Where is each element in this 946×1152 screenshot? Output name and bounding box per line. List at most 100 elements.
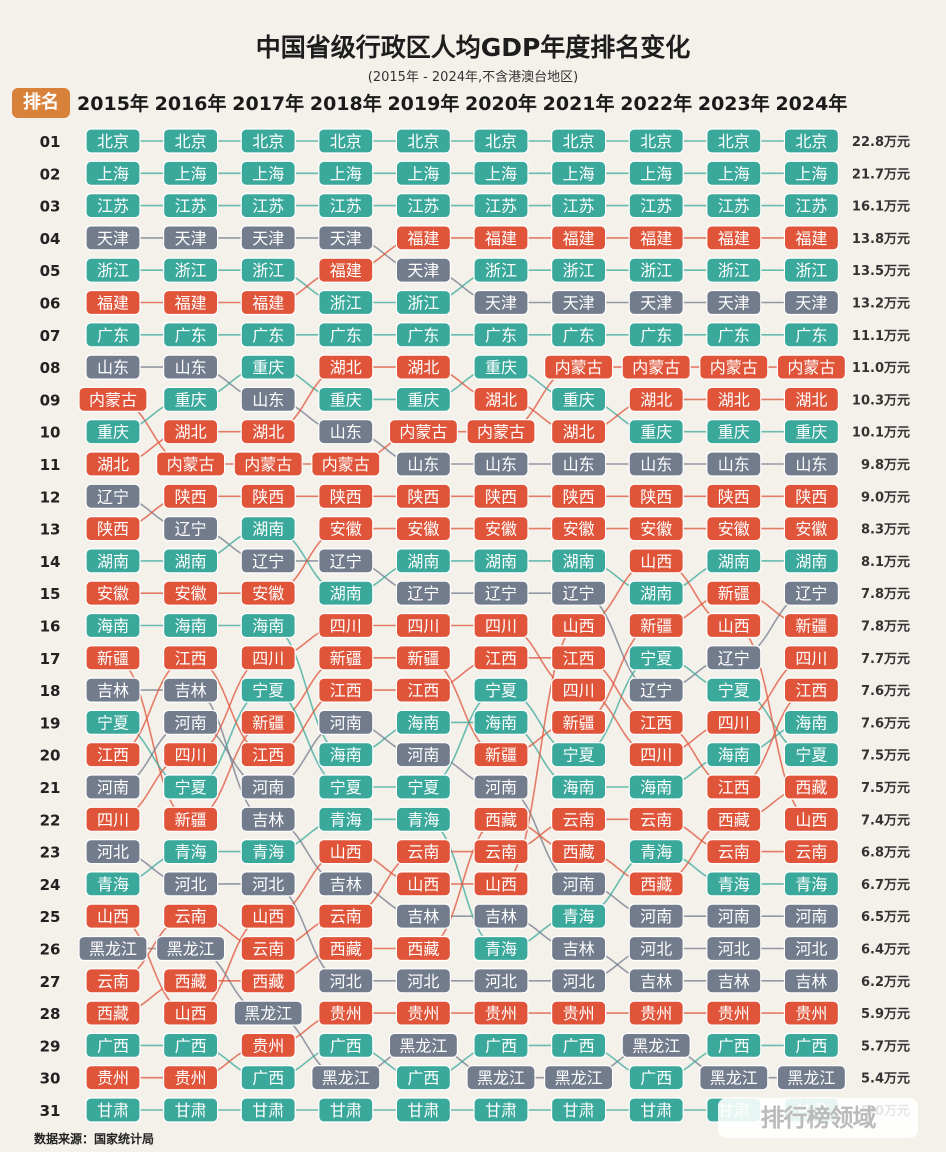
province-node-label: 河北 xyxy=(563,972,595,991)
province-node-box xyxy=(783,580,840,606)
province-node-box xyxy=(466,1065,536,1091)
province-node-label: 浙江 xyxy=(330,294,362,313)
province-node: 广西 xyxy=(395,1065,451,1091)
province-node-box xyxy=(240,806,296,832)
province-node-label: 北京 xyxy=(640,132,672,151)
province-node: 广东 xyxy=(628,322,684,348)
province-node: 新疆 xyxy=(550,709,607,736)
province-node: 广西 xyxy=(163,1032,219,1059)
province-node: 吉林 xyxy=(473,903,529,929)
province-node: 内蒙古 xyxy=(156,451,226,477)
province-node: 山东 xyxy=(240,386,296,412)
province-node: 广东 xyxy=(783,322,840,348)
province-node-box xyxy=(240,871,296,897)
province-node-box xyxy=(550,160,607,186)
province-node-label: 广东 xyxy=(563,326,595,345)
province-line xyxy=(113,527,812,594)
province-node: 河南 xyxy=(628,903,684,929)
province-node-box xyxy=(395,968,451,994)
province-node: 湖北 xyxy=(628,386,684,412)
province-node: 内蒙古 xyxy=(543,354,614,380)
province-node: 江西 xyxy=(395,677,451,703)
province-node-box xyxy=(318,289,374,316)
province-node-label: 西藏 xyxy=(640,875,672,894)
province-node-box xyxy=(628,1000,684,1026)
province-node-box xyxy=(85,322,141,348)
province-node-box xyxy=(783,774,840,800)
province-node-box xyxy=(628,419,684,445)
province-node-box xyxy=(395,935,451,962)
province-node: 广西 xyxy=(318,1032,374,1059)
province-node-label: 安徽 xyxy=(97,584,129,603)
province-node-box xyxy=(85,871,141,897)
province-node-label: 江苏 xyxy=(640,197,672,216)
province-node: 上海 xyxy=(628,160,684,186)
province-node-label: 河南 xyxy=(563,875,595,894)
province-node-label: 贵州 xyxy=(252,1036,284,1055)
province-node-box xyxy=(240,386,296,412)
province-node: 江苏 xyxy=(85,193,141,219)
province-node-box xyxy=(473,645,529,671)
province-node-box xyxy=(706,386,762,412)
province-node-box xyxy=(699,1065,769,1091)
province-node-box xyxy=(550,774,607,800)
year-label: 2017年 xyxy=(232,92,304,115)
province-node-box xyxy=(240,1065,296,1091)
rank-number: 23 xyxy=(40,844,61,862)
province-node-label: 湖南 xyxy=(640,584,672,603)
province-node-label: 海南 xyxy=(330,746,362,765)
province-node-label: 内蒙古 xyxy=(89,390,137,409)
province-node-label: 河北 xyxy=(795,940,827,959)
province-node-box xyxy=(550,645,607,671)
province-node-box xyxy=(550,451,607,477)
province-node: 北京 xyxy=(706,128,762,154)
province-node-label: 河北 xyxy=(407,972,439,991)
province-node: 天津 xyxy=(240,225,296,251)
province-node: 广西 xyxy=(240,1065,296,1091)
province-node-box xyxy=(706,645,762,671)
province-node: 湖南 xyxy=(473,548,529,574)
province-node: 山西 xyxy=(395,871,451,897)
province-node-box xyxy=(550,580,607,606)
province-node-label: 山西 xyxy=(485,875,517,894)
province-node: 青海 xyxy=(240,838,296,865)
province-node: 山西 xyxy=(240,903,296,929)
province-node: 上海 xyxy=(783,160,840,186)
province-node-label: 重庆 xyxy=(175,390,207,409)
province-node: 甘肃 xyxy=(318,1097,374,1123)
province-node-box xyxy=(163,128,219,154)
province-node-box xyxy=(550,838,607,865)
province-node-label: 安徽 xyxy=(485,520,517,539)
province-node: 北京 xyxy=(628,128,684,154)
province-node-box xyxy=(240,742,296,768)
province-node: 江苏 xyxy=(395,193,451,219)
province-node: 内蒙古 xyxy=(466,419,536,445)
province-node: 宁夏 xyxy=(783,742,840,768)
province-node-label: 天津 xyxy=(563,294,595,313)
province-node-box xyxy=(233,1000,303,1026)
province-node: 山东 xyxy=(706,451,762,477)
province-node-box xyxy=(621,354,691,380)
province-node: 河南 xyxy=(318,709,374,736)
province-node-label: 吉林 xyxy=(485,907,517,926)
province-node-label: 江苏 xyxy=(485,197,517,216)
province-node: 西藏 xyxy=(318,935,374,962)
province-node-box xyxy=(473,774,529,800)
province-node: 湖南 xyxy=(706,548,762,574)
province-node: 安徽 xyxy=(706,515,762,542)
province-node-label: 新疆 xyxy=(563,713,595,732)
province-node-label: 浙江 xyxy=(718,261,750,280)
province-node: 云南 xyxy=(240,935,296,962)
province-node-label: 山西 xyxy=(718,617,750,636)
province-node-label: 山西 xyxy=(252,907,284,926)
province-node: 黑龙江 xyxy=(466,1065,536,1091)
rank-number: 25 xyxy=(40,908,61,926)
province-node-box xyxy=(395,871,451,897)
province-node-label: 广东 xyxy=(175,326,207,345)
province-node-label: 贵州 xyxy=(563,1004,595,1023)
province-node-box xyxy=(318,322,374,348)
province-node-label: 湖北 xyxy=(175,423,207,442)
province-node-box xyxy=(473,193,529,219)
rank-number: 30 xyxy=(40,1070,61,1088)
province-node: 河北 xyxy=(395,968,451,994)
